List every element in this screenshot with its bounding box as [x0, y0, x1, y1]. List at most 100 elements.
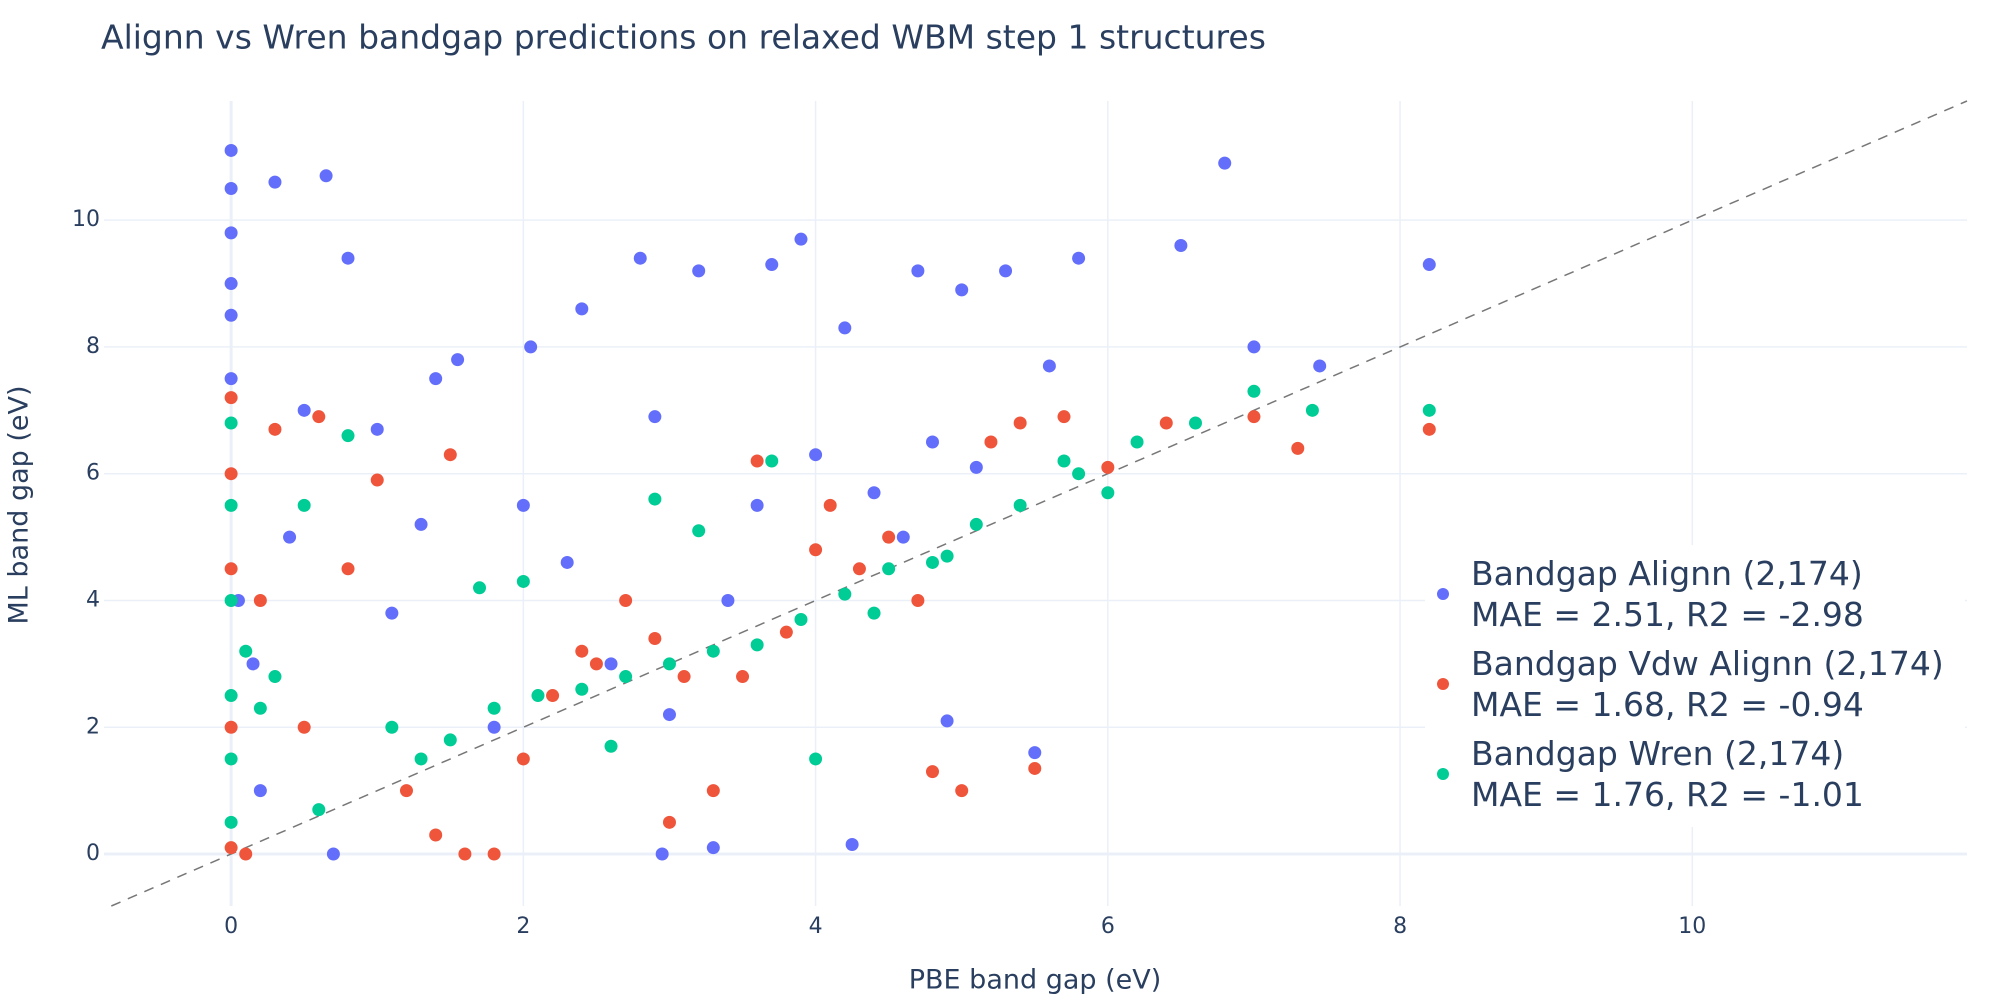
point [955, 283, 969, 297]
point [911, 593, 925, 607]
point [969, 517, 983, 531]
point [516, 574, 530, 588]
point [370, 473, 384, 487]
point [224, 593, 238, 607]
legend-marker [1437, 588, 1449, 600]
point [940, 549, 954, 563]
point [268, 670, 282, 684]
point [224, 498, 238, 512]
point [1072, 467, 1086, 481]
point [765, 454, 779, 468]
point [969, 460, 983, 474]
legend-item[interactable]: Bandgap Vdw Alignn (2,174) MAE = 1.68, R… [1425, 643, 1965, 725]
point [319, 169, 333, 183]
y-tick-label: 6 [86, 461, 100, 486]
point [575, 302, 589, 316]
point [1422, 422, 1436, 436]
point [224, 841, 238, 855]
point [655, 847, 669, 861]
point [604, 657, 618, 671]
legend-item[interactable]: Bandgap Alignn (2,174) MAE = 2.51, R2 = … [1425, 553, 1965, 635]
point [604, 739, 618, 753]
point [1013, 416, 1027, 430]
y-tick-label: 10 [72, 207, 100, 232]
x-tick-label: 8 [1393, 914, 1407, 939]
point [443, 448, 457, 462]
point [750, 454, 764, 468]
point [385, 720, 399, 734]
point [633, 251, 647, 265]
point [341, 429, 355, 443]
point [765, 258, 779, 272]
point [648, 492, 662, 506]
point [531, 689, 545, 703]
point [312, 410, 326, 424]
point [706, 784, 720, 798]
point [253, 593, 267, 607]
point [326, 847, 340, 861]
point [677, 670, 691, 684]
x-tick-label: 2 [516, 914, 530, 939]
point [312, 803, 326, 817]
point [662, 657, 676, 671]
point [867, 486, 881, 500]
point [867, 606, 881, 620]
point [809, 543, 823, 557]
point [721, 593, 735, 607]
point [1013, 498, 1027, 512]
point [1247, 410, 1261, 424]
point [1291, 441, 1305, 455]
point [429, 372, 443, 386]
point [838, 321, 852, 335]
point [589, 657, 603, 671]
point [706, 841, 720, 855]
point [516, 752, 530, 766]
point [473, 581, 487, 595]
point [794, 612, 808, 626]
x-axis-title: PBE band gap (eV) [909, 965, 1162, 996]
point [845, 838, 859, 852]
y-axis-title: ML band gap (eV) [4, 386, 35, 625]
legend-item[interactable]: Bandgap Wren (2,174) MAE = 1.76, R2 = -1… [1425, 733, 1965, 815]
legend-marker [1437, 768, 1449, 780]
point [1247, 384, 1261, 398]
point [809, 752, 823, 766]
x-tick-label: 4 [809, 914, 823, 939]
point [524, 340, 538, 354]
point [1028, 746, 1042, 760]
point [1313, 359, 1327, 373]
point [823, 498, 837, 512]
point [648, 632, 662, 646]
point [1130, 435, 1144, 449]
point [341, 562, 355, 576]
point [999, 264, 1013, 278]
point [794, 232, 808, 246]
point [750, 498, 764, 512]
point [896, 530, 910, 544]
point [560, 555, 574, 569]
point [246, 657, 260, 671]
point [414, 752, 428, 766]
y-tick-label: 8 [86, 334, 100, 359]
point [224, 226, 238, 240]
x-tick-label: 0 [224, 914, 238, 939]
point [736, 670, 750, 684]
point [297, 498, 311, 512]
point [648, 410, 662, 424]
point [1057, 454, 1071, 468]
point [619, 670, 633, 684]
point [487, 720, 501, 734]
point [1218, 156, 1232, 170]
point [882, 530, 896, 544]
point [224, 308, 238, 322]
point [224, 720, 238, 734]
point [1174, 239, 1188, 253]
point [297, 720, 311, 734]
point [451, 353, 465, 367]
legend-label: Bandgap Alignn (2,174) MAE = 2.51, R2 = … [1471, 554, 1864, 634]
point [662, 815, 676, 829]
point [1101, 460, 1115, 474]
point [1247, 340, 1261, 354]
point [692, 264, 706, 278]
